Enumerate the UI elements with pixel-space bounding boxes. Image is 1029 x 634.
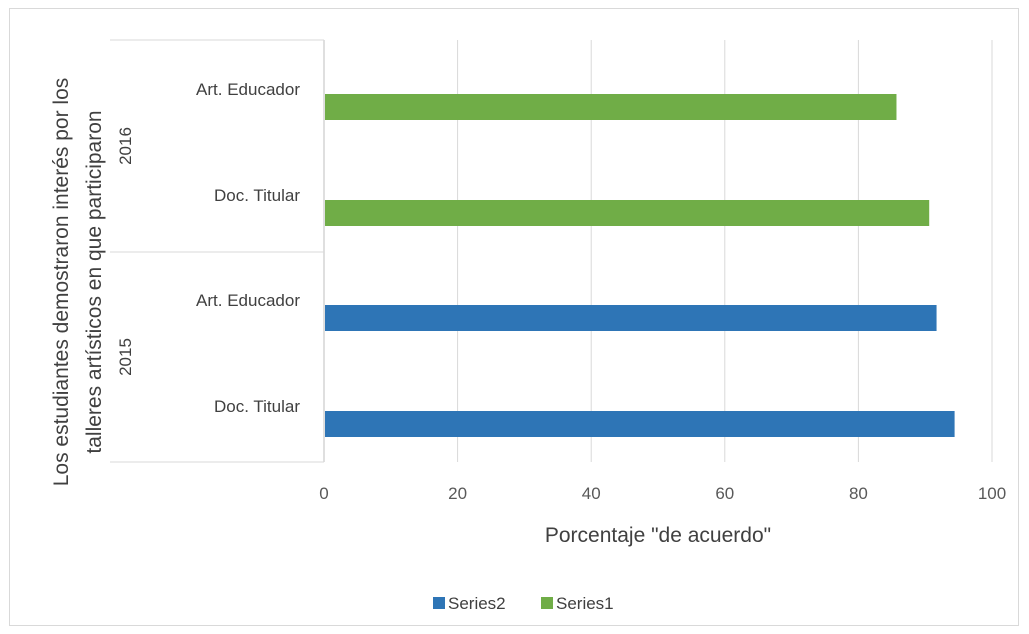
category-label-2015-doc-titular: Doc. Titular: [214, 397, 300, 416]
x-axis-title: Porcentaje "de acuerdo": [545, 524, 771, 547]
bar-2016-doc-titular: [325, 200, 930, 226]
legend-swatch-series1: [541, 597, 553, 609]
category-label-2016-doc-titular: Doc. Titular: [214, 186, 300, 205]
x-tick-label-60: 60: [715, 484, 734, 503]
group-label-2016: 2016: [116, 127, 135, 165]
x-tick-label-20: 20: [448, 484, 467, 503]
y-axis-title-line-2: talleres artísticos en que participaron: [83, 110, 106, 453]
x-tick-label-100: 100: [978, 484, 1006, 503]
x-tick-label-80: 80: [849, 484, 868, 503]
group-label-2015: 2015: [116, 338, 135, 376]
bar-2015-art-educador: [325, 305, 937, 331]
legend-label-series1: Series1: [556, 594, 614, 613]
x-tick-label-0: 0: [319, 484, 328, 503]
bar-2016-art-educador: [325, 94, 897, 120]
bar-2015-doc-titular: [325, 411, 955, 437]
category-label-2015-art-educador: Art. Educador: [196, 291, 300, 310]
x-tick-label-40: 40: [582, 484, 601, 503]
y-axis-title-line-1: Los estudiantes demostraron interés por …: [50, 78, 73, 487]
legend-label-series2: Series2: [448, 594, 506, 613]
legend-swatch-series2: [433, 597, 445, 609]
category-label-2016-art-educador: Art. Educador: [196, 80, 300, 99]
